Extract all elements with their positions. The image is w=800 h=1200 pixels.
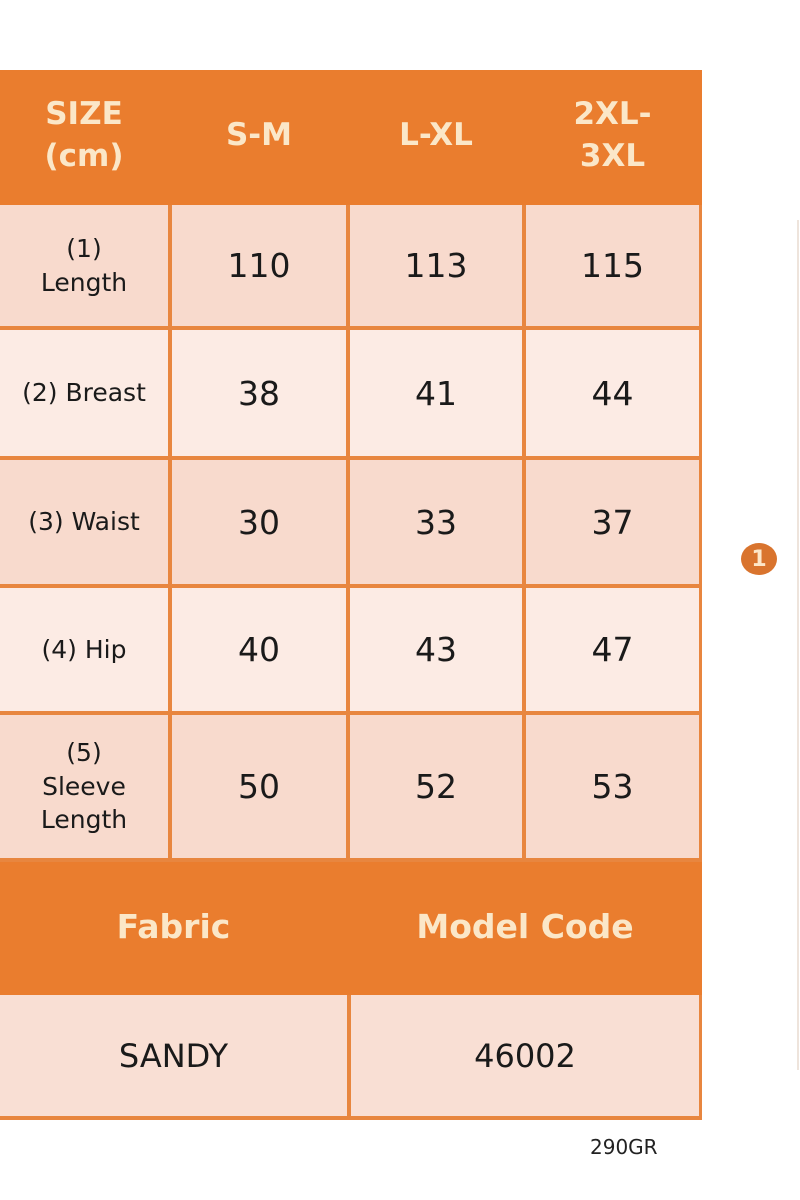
footer-value-row: SANDY 46002 xyxy=(0,995,702,1120)
measurement-value: 50 xyxy=(172,715,350,862)
measurement-label: (5) Sleeve Length xyxy=(0,715,172,862)
header-2xl-3xl: 2XL- 3XL xyxy=(526,70,702,205)
table-row: (2) Breast 38 41 44 xyxy=(0,330,702,460)
header-l-xl: L-XL xyxy=(350,70,526,205)
measurement-value: 113 xyxy=(350,205,526,330)
header-size: SIZE (cm) xyxy=(0,70,172,205)
measurement-value: 37 xyxy=(526,460,702,588)
measurement-badge: 1 xyxy=(741,543,777,575)
table-row: (1) Length 110 113 115 xyxy=(0,205,702,330)
measurement-value: 52 xyxy=(350,715,526,862)
fabric-label: Fabric xyxy=(0,862,351,995)
measurement-value: 33 xyxy=(350,460,526,588)
measurement-value: 43 xyxy=(350,588,526,715)
size-chart-table: SIZE (cm) S-M L-XL 2XL- 3XL (1) Length 11… xyxy=(0,70,702,1120)
measurement-label: (1) Length xyxy=(0,205,172,330)
model-code-value: 46002 xyxy=(351,995,702,1120)
measurement-label: (3) Waist xyxy=(0,460,172,588)
fabric-value: SANDY xyxy=(0,995,351,1120)
measurement-value: 30 xyxy=(172,460,350,588)
header-row: SIZE (cm) S-M L-XL 2XL- 3XL xyxy=(0,70,702,205)
measurement-value: 47 xyxy=(526,588,702,715)
measurement-value: 38 xyxy=(172,330,350,460)
model-code-label: Model Code xyxy=(351,862,702,995)
measurement-value: 115 xyxy=(526,205,702,330)
measurement-label: (2) Breast xyxy=(0,330,172,460)
dimension-line xyxy=(797,220,799,1070)
footer-header-row: Fabric Model Code xyxy=(0,862,702,995)
measurement-value: 110 xyxy=(172,205,350,330)
product-code: 290GR xyxy=(590,1135,658,1159)
table-row: (5) Sleeve Length 50 52 53 xyxy=(0,715,702,862)
header-s-m: S-M xyxy=(172,70,350,205)
measurement-value: 40 xyxy=(172,588,350,715)
measurement-value: 53 xyxy=(526,715,702,862)
measurement-label: (4) Hip xyxy=(0,588,172,715)
table-row: (3) Waist 30 33 37 xyxy=(0,460,702,588)
measurement-value: 44 xyxy=(526,330,702,460)
table-row: (4) Hip 40 43 47 xyxy=(0,588,702,715)
measurement-value: 41 xyxy=(350,330,526,460)
